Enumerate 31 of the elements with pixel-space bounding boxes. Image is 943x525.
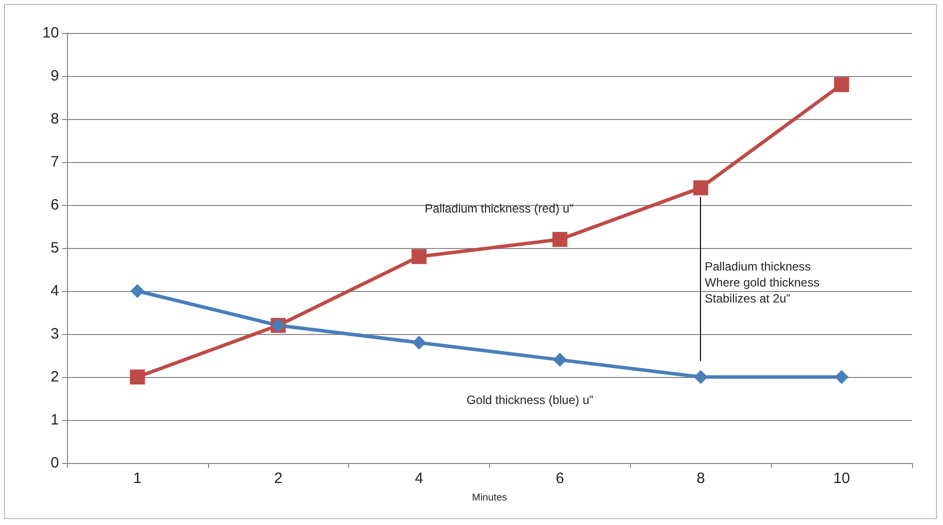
x-tick-label: 4 [414, 470, 424, 487]
series-label: Palladium thickness (red) u” [424, 202, 574, 216]
annotation: Palladium thickness Where gold thickness Stabilizes at 2u” [704, 259, 820, 306]
y-tick-label: 10 [42, 24, 59, 42]
point [834, 77, 850, 92]
y-tick-label: 9 [50, 68, 59, 84]
y-tick-label: 6 [50, 196, 59, 214]
x-tick-label: 10 [833, 470, 850, 487]
x-axis-title: Minutes [472, 492, 508, 504]
y-tick-label: 1 [50, 412, 59, 428]
y-tick-label: 5 [50, 240, 59, 256]
x-tick-label: 2 [274, 470, 282, 487]
y-tick-label: 4 [50, 282, 59, 300]
point [552, 232, 568, 247]
x-tick-label: 6 [556, 470, 564, 487]
x-tick-label: 8 [696, 470, 705, 487]
y-tick-label: 0 [50, 454, 59, 472]
point [834, 370, 849, 384]
point [130, 284, 144, 298]
y-tick-label: 8 [50, 110, 59, 128]
x-tick-label: 1 [133, 470, 142, 487]
y-tick-label: 7 [50, 154, 59, 170]
point [130, 370, 145, 384]
point [693, 180, 708, 196]
text: Gold thickness (blue) u” [466, 392, 594, 407]
point [694, 370, 708, 384]
point [412, 249, 427, 264]
point [552, 352, 567, 367]
y-tick-label: 2 [50, 368, 59, 386]
point [412, 336, 426, 350]
y-tick-label: 3 [50, 326, 59, 342]
